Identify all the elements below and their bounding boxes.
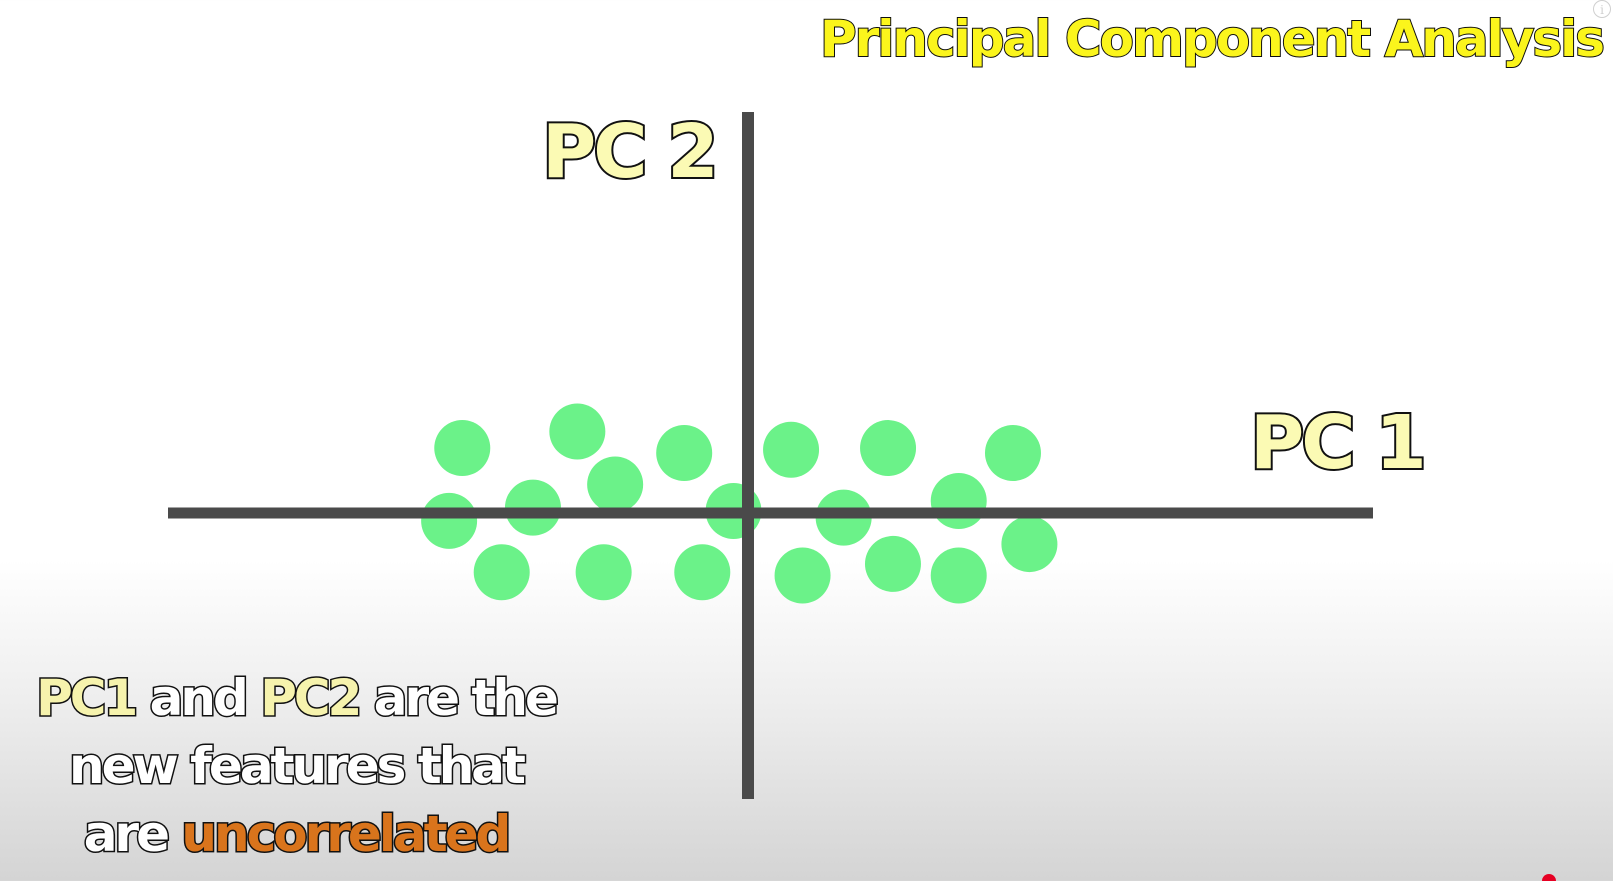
chart-title: Principal Component Analysis [819,9,1606,69]
data-point [587,456,644,513]
caption-are: are [82,804,182,865]
data-point [549,403,606,460]
data-point [763,421,820,478]
info-icon[interactable]: i [1593,0,1611,18]
caption-uncorrelated: uncorrelated [180,804,513,865]
points-layer [421,403,1058,604]
data-point [860,420,917,477]
data-point [575,544,632,601]
x-axis-label: PC 1 [1250,400,1424,486]
data-point [434,420,491,477]
caption-pc2: PC2 [259,668,364,729]
data-point [774,547,831,604]
data-point [1001,516,1058,573]
data-point [984,425,1041,482]
data-point [421,492,478,549]
progress-indicator-dot [1542,874,1556,881]
caption-pc1: PC1 [35,668,140,729]
caption-and: and [135,668,261,729]
caption-text: PC1 and PC2 are the new features that ar… [35,664,561,868]
caption-are-the: are the [359,668,560,729]
data-point [674,544,731,601]
data-point [473,544,530,601]
data-point [864,535,921,592]
caption-line-2: new features that [68,736,528,797]
data-point [930,547,987,604]
data-point [930,473,987,530]
data-point [656,425,713,482]
y-axis-label: PC 2 [542,109,716,195]
